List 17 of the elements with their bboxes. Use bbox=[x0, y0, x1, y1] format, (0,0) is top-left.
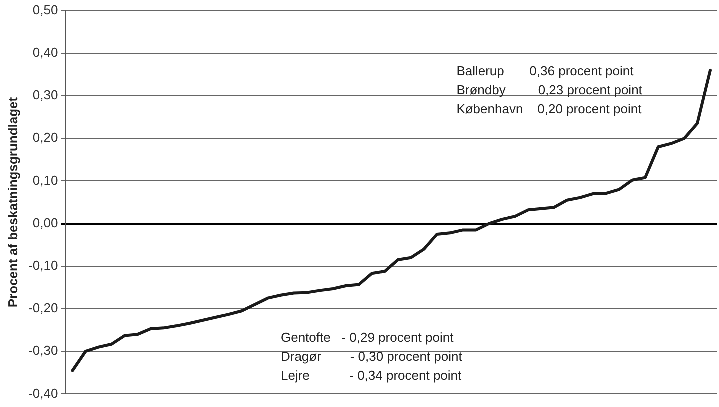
y-tick-label: 0,20 bbox=[32, 130, 58, 146]
annotation: København 0,20 procent point bbox=[456, 101, 642, 116]
y-tick-label: -0,20 bbox=[28, 300, 58, 316]
annotation: Gentofte - 0,29 procent point bbox=[280, 330, 454, 345]
annotation: Brøndby 0,23 procent point bbox=[456, 82, 643, 98]
y-tick-label: -0,10 bbox=[28, 258, 58, 273]
y-tick-label: -0,40 bbox=[28, 386, 58, 401]
y-axis-title: Procent af beskatningsgrundlaget bbox=[5, 96, 20, 308]
y-tick-label: -0,30 bbox=[28, 343, 58, 358]
y-tick-label: 0,50 bbox=[32, 2, 58, 18]
y-tick-label: 0,30 bbox=[32, 88, 58, 103]
annotation: Dragør - 0,30 procent point bbox=[280, 348, 463, 364]
y-tick-label: 0,00 bbox=[32, 215, 58, 230]
annotation: Ballerup 0,36 procent point bbox=[456, 63, 634, 78]
y-tick-label: 0,40 bbox=[32, 44, 58, 60]
y-tick-label: 0,10 bbox=[32, 172, 58, 188]
annotation: Lejre - 0,34 procent point bbox=[280, 368, 462, 383]
